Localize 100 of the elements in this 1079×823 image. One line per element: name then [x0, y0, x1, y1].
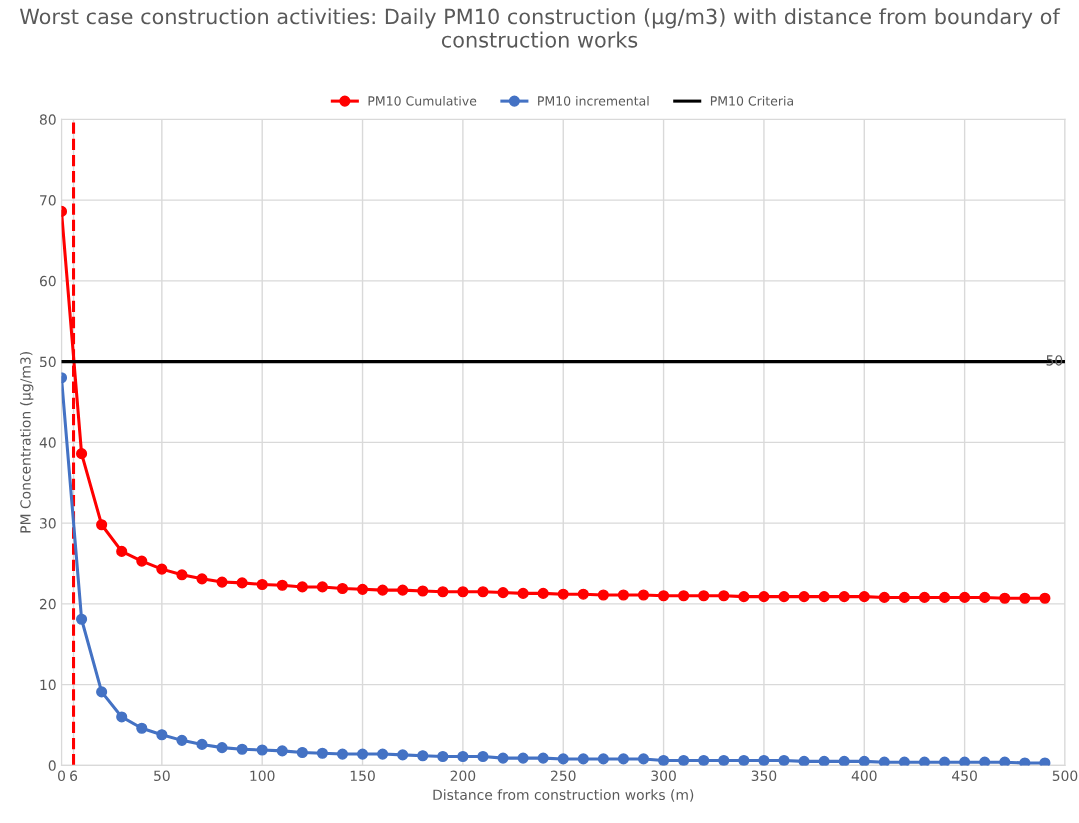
point — [256, 744, 268, 756]
point — [698, 590, 710, 602]
point — [417, 750, 429, 762]
point — [457, 586, 469, 598]
point — [356, 583, 369, 595]
point — [718, 590, 730, 602]
point — [959, 591, 971, 603]
point — [537, 587, 549, 599]
point — [818, 591, 830, 603]
point — [497, 752, 509, 764]
point — [1019, 592, 1031, 604]
point — [678, 754, 690, 766]
point — [918, 591, 931, 603]
point — [156, 563, 168, 575]
point — [738, 591, 750, 603]
x-tick-label: 500 — [1052, 770, 1078, 781]
point — [878, 591, 890, 603]
x-tick-label: 0 — [58, 770, 65, 781]
point — [557, 588, 569, 600]
point — [196, 738, 208, 750]
point — [236, 577, 248, 589]
point — [116, 545, 128, 557]
point — [557, 753, 569, 765]
point — [878, 756, 890, 766]
point — [276, 579, 288, 591]
point — [296, 581, 308, 593]
legend-label: PM10 incremental — [538, 95, 649, 106]
point — [838, 591, 850, 603]
x-tick-label: 450 — [952, 770, 977, 781]
y-tick-label: 50 — [40, 356, 56, 368]
point — [316, 747, 328, 759]
point — [296, 746, 308, 759]
point — [898, 591, 910, 603]
point — [517, 752, 529, 764]
point — [96, 519, 108, 531]
point — [437, 750, 449, 763]
point — [818, 755, 830, 766]
point — [898, 756, 910, 766]
point — [457, 750, 469, 763]
point — [76, 613, 88, 625]
point — [1039, 592, 1051, 604]
y-axis-title: PM Concentration (µg/m3) — [19, 352, 34, 533]
x-tick-label: 50 — [154, 770, 170, 781]
x-tick-label: 200 — [450, 770, 476, 781]
x-tick-label: 100 — [250, 770, 275, 781]
point — [377, 748, 389, 760]
point — [336, 582, 349, 595]
point — [979, 756, 991, 766]
point — [597, 589, 609, 601]
point — [176, 734, 188, 746]
data-label: 50 — [1046, 355, 1063, 366]
point — [597, 753, 609, 765]
x-axis-title: Distance from construction works (m) — [433, 789, 694, 802]
x-tick-label: 400 — [851, 770, 877, 781]
y-tick-label: 70 — [40, 195, 56, 206]
point — [316, 581, 328, 593]
point — [216, 742, 228, 754]
x-tick-label: 250 — [551, 770, 576, 781]
y-tick-label: 20 — [39, 598, 56, 610]
y-tick-label: 0 — [48, 760, 56, 771]
point — [838, 755, 850, 766]
point — [76, 448, 88, 460]
point — [698, 754, 710, 766]
point — [377, 584, 389, 596]
point — [979, 591, 991, 603]
point — [778, 591, 790, 603]
point — [778, 754, 790, 766]
legend-label: PM10 Criteria — [710, 95, 793, 106]
point — [517, 587, 529, 599]
point — [276, 745, 288, 757]
point — [718, 754, 730, 766]
point — [939, 756, 951, 766]
point — [136, 555, 148, 567]
point — [678, 590, 690, 602]
point — [336, 748, 349, 760]
point — [417, 585, 429, 597]
point — [236, 743, 248, 755]
point — [196, 573, 208, 585]
point — [858, 755, 870, 766]
point — [156, 729, 168, 741]
y-tick-label: 80 — [39, 114, 56, 125]
chart-title: Worst case construction activities: Daily PM10 construction (µg/m3) with distance from boundary of construction works — [19, 8, 1061, 48]
point — [116, 711, 128, 723]
point — [477, 750, 489, 763]
point — [758, 591, 770, 603]
point — [939, 591, 951, 603]
y-tick-label: 30 — [40, 518, 56, 529]
point — [658, 590, 670, 602]
point — [658, 754, 670, 766]
y-tick-label: 10 — [40, 679, 56, 691]
point — [858, 591, 870, 603]
x-tick-label: 150 — [350, 770, 375, 781]
point — [999, 592, 1011, 604]
point — [437, 586, 449, 598]
point — [577, 588, 589, 600]
point — [758, 754, 770, 766]
point — [537, 752, 549, 764]
point — [577, 753, 589, 765]
point — [96, 686, 108, 698]
point — [397, 749, 409, 761]
